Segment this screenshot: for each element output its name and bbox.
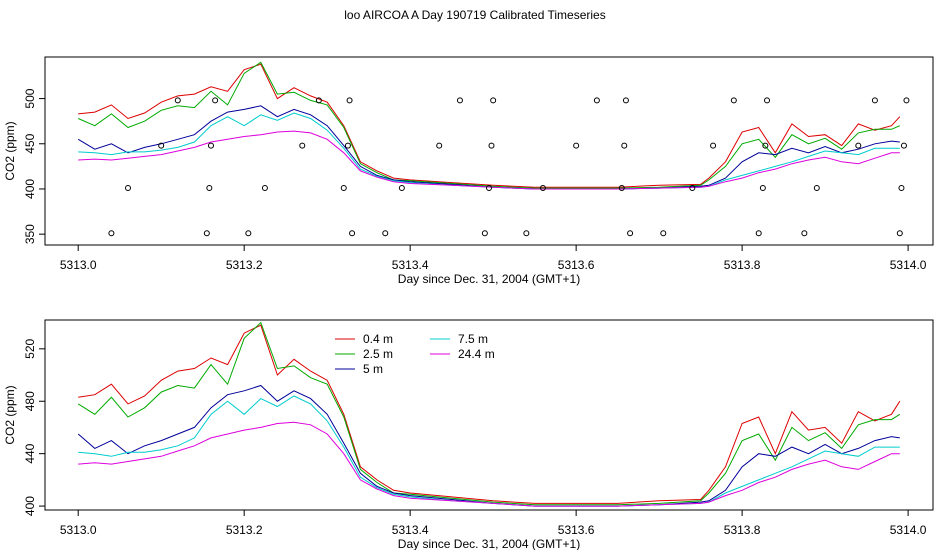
data-point-marker <box>627 230 634 237</box>
data-point-marker <box>481 230 488 237</box>
plot-frame <box>44 319 934 511</box>
data-point-marker <box>801 230 808 237</box>
data-point-marker <box>903 97 910 104</box>
data-point-marker <box>124 185 131 192</box>
data-point-marker <box>245 230 252 237</box>
y-axis-label: CO2 (ppm) <box>3 385 17 444</box>
y-tick-label: 400 <box>23 496 37 516</box>
data-point-marker <box>174 97 181 104</box>
data-point-marker <box>523 230 530 237</box>
series-line <box>78 61 900 189</box>
x-tick-label: 5314.0 <box>890 523 927 537</box>
data-point-marker <box>689 185 696 192</box>
data-point-marker <box>896 230 903 237</box>
series-line <box>77 105 900 190</box>
chart-title: loo AIRCOA A Day 190719 Calibrated Times… <box>344 8 606 22</box>
legend-label: 5 m <box>363 362 383 376</box>
data-point-marker <box>349 230 356 237</box>
data-point-marker <box>813 185 820 192</box>
x-tick-label: 5313.0 <box>60 258 97 272</box>
data-point-marker <box>315 97 322 104</box>
x-tick-label: 5313.4 <box>392 258 429 272</box>
series-line <box>78 130 900 190</box>
series-line-7-5-m <box>78 395 900 507</box>
data-point-marker <box>871 97 878 104</box>
data-point-marker <box>622 97 629 104</box>
data-point-marker <box>855 142 862 149</box>
data-point-marker <box>436 142 443 149</box>
y-tick-label: 400 <box>23 179 37 199</box>
data-point-marker <box>212 97 219 104</box>
data-point-marker <box>488 142 495 149</box>
x-tick-label: 5313.2 <box>226 258 263 272</box>
data-point-marker <box>660 230 667 237</box>
data-point-marker <box>710 142 717 149</box>
data-point-marker <box>486 185 492 192</box>
data-point-marker <box>730 97 737 104</box>
x-axis-label: Day since Dec. 31, 2004 (GMT+1) <box>398 537 580 550</box>
y-tick-label: 500 <box>23 88 37 108</box>
legend-label: 24.4 m <box>458 347 495 361</box>
data-point-marker <box>764 97 771 104</box>
x-tick-label: 5313.8 <box>724 523 761 537</box>
y-axis-label: CO2 (ppm) <box>3 121 17 180</box>
data-point-marker <box>621 142 628 149</box>
data-point-marker <box>203 230 210 237</box>
series-line-2-5-m <box>77 321 901 506</box>
data-point-marker <box>759 185 766 192</box>
data-point-marker <box>539 185 546 192</box>
legend-label: 2.5 m <box>363 347 393 361</box>
series-line-24-4-m <box>78 421 900 507</box>
series-line-0-4-m <box>78 324 901 504</box>
data-point-marker <box>456 97 463 104</box>
y-tick-label: 520 <box>23 338 37 358</box>
x-axis-label: Day since Dec. 31, 2004 (GMT+1) <box>398 272 580 286</box>
plot-frame <box>44 56 934 246</box>
data-point-marker <box>346 97 353 104</box>
data-point-marker <box>573 142 580 149</box>
x-tick-label: 5313.2 <box>226 523 263 537</box>
y-tick-label: 480 <box>23 391 37 411</box>
data-point-marker <box>207 142 214 149</box>
x-tick-label: 5313.6 <box>558 258 595 272</box>
data-point-marker <box>344 142 351 149</box>
x-tick-label: 5314.0 <box>890 258 927 272</box>
legend-label: 0.4 m <box>363 332 393 346</box>
y-tick-label: 450 <box>23 133 37 153</box>
data-point-marker <box>898 185 905 192</box>
data-point-marker <box>158 142 165 149</box>
series-line <box>78 63 901 188</box>
x-tick-label: 5313.6 <box>558 523 595 537</box>
y-tick-label: 350 <box>23 224 37 244</box>
data-point-marker <box>593 97 600 104</box>
x-tick-label: 5313.8 <box>724 258 761 272</box>
data-point-marker <box>206 185 213 192</box>
legend-label: 7.5 m <box>458 332 488 346</box>
data-point-marker <box>382 230 389 237</box>
data-point-marker <box>340 185 347 192</box>
data-point-marker <box>618 185 625 192</box>
data-point-marker <box>490 97 497 104</box>
data-point-marker <box>108 230 115 237</box>
x-tick-label: 5313.4 <box>392 523 429 537</box>
data-point-marker <box>755 230 762 237</box>
series-line <box>78 112 900 190</box>
series-line-5-m <box>77 384 900 507</box>
data-point-marker <box>398 185 405 192</box>
x-tick-label: 5313.0 <box>60 523 97 537</box>
data-point-marker <box>762 142 769 149</box>
data-point-marker <box>900 142 907 149</box>
data-point-marker <box>299 142 306 149</box>
data-point-marker <box>261 185 268 192</box>
y-tick-label: 440 <box>23 443 37 463</box>
